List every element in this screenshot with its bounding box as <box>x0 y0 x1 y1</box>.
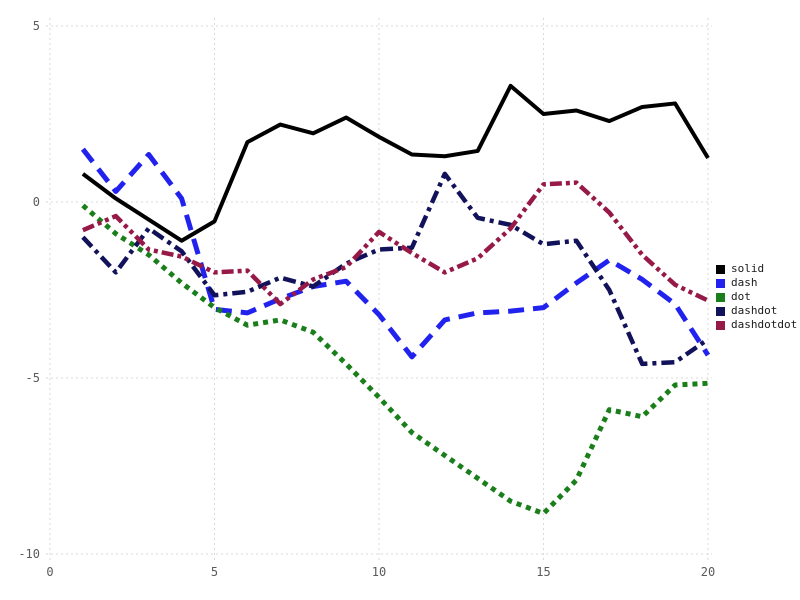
legend-swatch-icon <box>716 264 725 274</box>
x-axis-tick-label: 10 <box>372 565 386 579</box>
legend-item-dashdot: dashdot <box>716 304 797 318</box>
y-axis-tick-label: -5 <box>26 371 40 385</box>
legend-swatch-icon <box>716 320 725 330</box>
y-axis-tick-label: 5 <box>33 19 40 33</box>
x-axis-tick-label: 20 <box>701 565 715 579</box>
legend-item-dashdotdot: dashdotdot <box>716 318 797 332</box>
legend-label: dash <box>731 276 758 289</box>
legend-label: solid <box>731 262 765 275</box>
x-axis-tick-label: 0 <box>46 565 53 579</box>
legend-swatch-icon <box>716 278 725 288</box>
x-axis-tick-label: 15 <box>536 565 550 579</box>
y-axis-tick-label: 0 <box>33 195 40 209</box>
legend-item-dot: dot <box>716 290 797 304</box>
legend-label: dashdotdot <box>731 318 798 331</box>
series-line-dash <box>80 147 711 360</box>
series-line-solid <box>81 83 710 243</box>
legend-swatch-icon <box>716 306 725 316</box>
legend-item-solid: solid <box>716 262 797 276</box>
x-axis-tick-label: 5 <box>211 565 218 579</box>
legend-label: dashdot <box>731 304 778 317</box>
legend: solid dash dot dashdot dashdotdot <box>716 262 797 332</box>
series-line-dashdotdot <box>82 180 709 307</box>
legend-item-dash: dash <box>716 276 797 290</box>
series-line-dot <box>81 203 709 517</box>
y-axis-tick-label: -10 <box>18 547 40 561</box>
legend-label: dot <box>731 290 751 303</box>
legend-swatch-icon <box>716 292 725 302</box>
